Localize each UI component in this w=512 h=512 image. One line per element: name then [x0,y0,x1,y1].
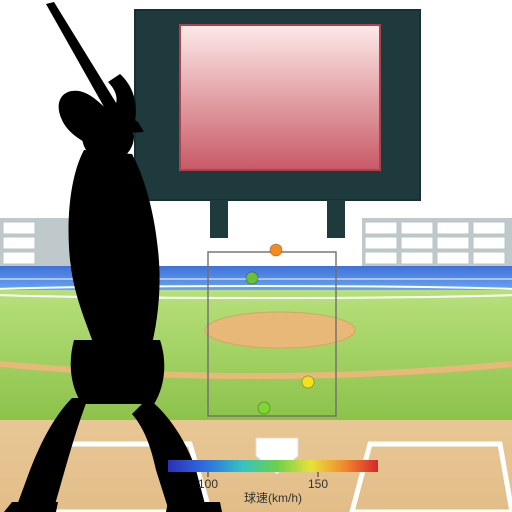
stand-seat [3,252,35,264]
pitch-marker [270,244,282,256]
stand-seat [473,252,505,264]
legend-axis-title: 球速(km/h) [244,491,302,505]
scoreboard-post [210,200,228,238]
pitch-marker [302,376,314,388]
legend-tick-label: 100 [198,477,218,491]
stand-seat [401,252,433,264]
pitch-marker [246,272,258,284]
stand-seat [365,222,397,234]
stand-seat [365,237,397,249]
stand-seat [3,222,35,234]
speed-colorbar [168,460,378,472]
stand-seat [437,237,469,249]
stand-seat [401,222,433,234]
stand-seat [437,222,469,234]
stand-seat [473,237,505,249]
legend-tick-label: 150 [308,477,328,491]
scoreboard-post [327,200,345,238]
stand-seat [473,222,505,234]
pitch-location-chart: 100 150 球速(km/h) [0,0,512,512]
stand-seat [365,252,397,264]
stand-seat [437,252,469,264]
pitchers-mound [205,312,355,348]
scoreboard-screen [180,25,380,170]
stand-seat [401,237,433,249]
stand-seat [3,237,35,249]
pitch-marker [258,402,270,414]
